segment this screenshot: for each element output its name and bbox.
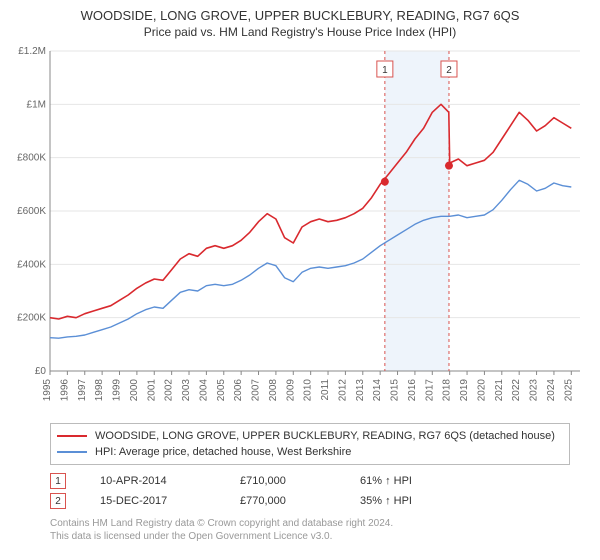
svg-text:2000: 2000 [129, 379, 140, 402]
svg-text:2017: 2017 [424, 379, 435, 402]
svg-text:£1.2M: £1.2M [18, 46, 46, 57]
chart-svg: £0 £200K £400K £600K £800K £1M £1.2M 1995 1996 19… [10, 45, 590, 415]
svg-text:2004: 2004 [198, 379, 209, 402]
svg-text:1996: 1996 [59, 379, 70, 402]
sale-price: £710,000 [240, 475, 330, 487]
svg-text:2003: 2003 [181, 379, 192, 402]
legend-swatch [57, 451, 87, 453]
footer-line-2: This data is licensed under the Open Gov… [50, 530, 590, 543]
svg-text:2023: 2023 [529, 379, 540, 402]
svg-text:2005: 2005 [216, 379, 227, 402]
svg-text:2016: 2016 [407, 379, 418, 402]
legend-row: WOODSIDE, LONG GROVE, UPPER BUCKLEBURY, … [57, 428, 563, 444]
svg-text:2024: 2024 [546, 379, 557, 402]
svg-text:1: 1 [382, 65, 388, 76]
svg-text:2009: 2009 [285, 379, 296, 402]
svg-text:2006: 2006 [233, 379, 244, 402]
svg-text:2: 2 [446, 65, 452, 76]
svg-text:1997: 1997 [77, 379, 88, 402]
svg-text:£1M: £1M [27, 99, 46, 110]
sale-badge: 2 [50, 493, 66, 509]
chart-area: £0 £200K £400K £600K £800K £1M £1.2M 1995 1996 19… [10, 45, 590, 415]
svg-text:2021: 2021 [494, 379, 505, 402]
sale-delta: 35% ↑ HPI [360, 495, 450, 507]
sale-badge: 1 [50, 473, 66, 489]
svg-text:2002: 2002 [164, 379, 175, 402]
svg-text:£600K: £600K [17, 206, 46, 217]
svg-text:£200K: £200K [17, 313, 46, 324]
sales-table: 1 10-APR-2014 £710,000 61% ↑ HPI 2 15-DEC-201… [50, 471, 570, 511]
legend-row: HPI: Average price, detached house, West… [57, 444, 563, 460]
sale-delta: 61% ↑ HPI [360, 475, 450, 487]
svg-text:1999: 1999 [112, 379, 123, 402]
svg-text:2011: 2011 [320, 379, 331, 401]
legend: WOODSIDE, LONG GROVE, UPPER BUCKLEBURY, … [50, 423, 570, 465]
svg-text:2010: 2010 [303, 379, 314, 402]
svg-text:2025: 2025 [563, 379, 574, 402]
sale-date: 10-APR-2014 [100, 475, 210, 487]
sale-price: £770,000 [240, 495, 330, 507]
svg-text:£400K: £400K [17, 259, 46, 270]
svg-text:1998: 1998 [94, 379, 105, 402]
chart-subtitle: Price paid vs. HM Land Registry's House … [10, 25, 590, 39]
footer-line-1: Contains HM Land Registry data © Crown c… [50, 517, 590, 530]
svg-text:£0: £0 [35, 366, 47, 377]
svg-text:2001: 2001 [146, 379, 157, 402]
svg-text:2007: 2007 [251, 379, 262, 402]
chart-container: WOODSIDE, LONG GROVE, UPPER BUCKLEBURY, … [0, 0, 600, 547]
chart-title: WOODSIDE, LONG GROVE, UPPER BUCKLEBURY, … [10, 8, 590, 23]
svg-text:2020: 2020 [476, 379, 487, 402]
legend-label: HPI: Average price, detached house, West… [95, 446, 351, 458]
svg-text:2022: 2022 [511, 379, 522, 402]
sale-row: 2 15-DEC-2017 £770,000 35% ↑ HPI [50, 491, 570, 511]
svg-text:2008: 2008 [268, 379, 279, 402]
sale-row: 1 10-APR-2014 £710,000 61% ↑ HPI [50, 471, 570, 491]
sale-date: 15-DEC-2017 [100, 495, 210, 507]
svg-text:2015: 2015 [390, 379, 401, 402]
svg-text:2013: 2013 [355, 379, 366, 402]
legend-swatch [57, 435, 87, 437]
legend-label: WOODSIDE, LONG GROVE, UPPER BUCKLEBURY, … [95, 430, 555, 442]
svg-text:2018: 2018 [442, 379, 453, 402]
svg-text:2012: 2012 [337, 379, 348, 402]
svg-text:2014: 2014 [372, 379, 383, 402]
svg-text:1995: 1995 [42, 379, 53, 402]
footer: Contains HM Land Registry data © Crown c… [50, 517, 590, 543]
svg-text:£800K: £800K [17, 153, 46, 164]
svg-text:2019: 2019 [459, 379, 470, 402]
